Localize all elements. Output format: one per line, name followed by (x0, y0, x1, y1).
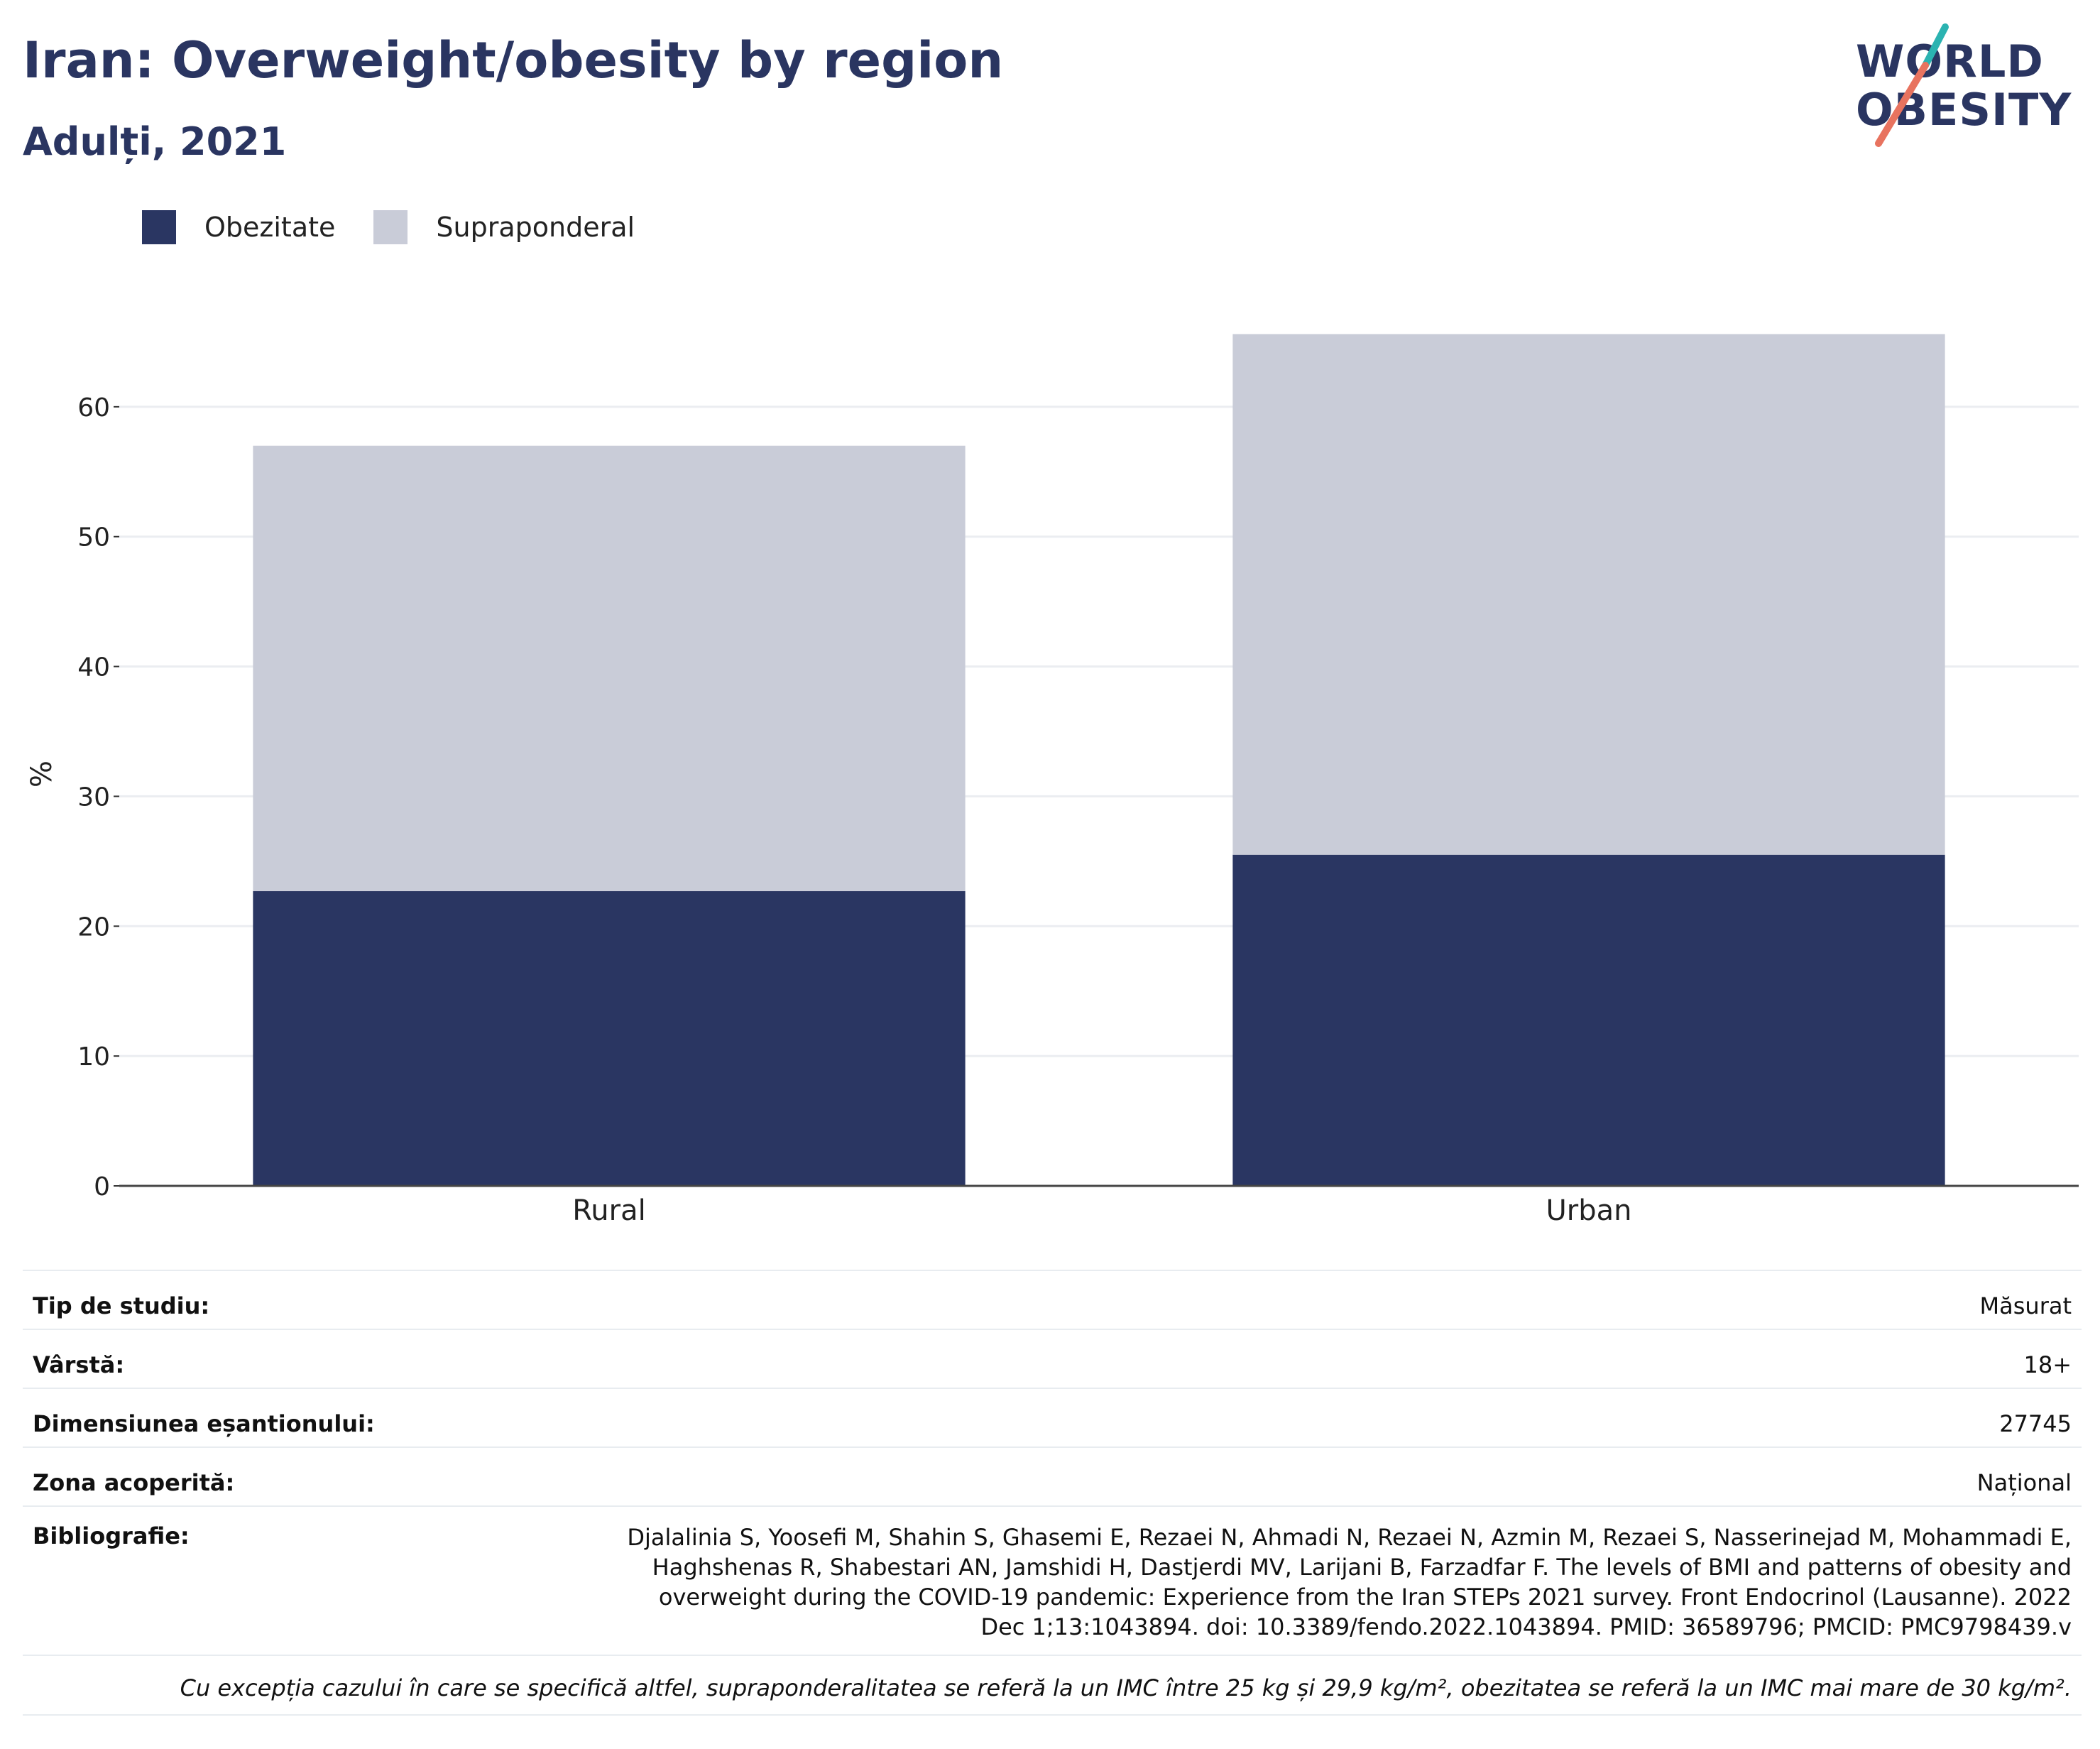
area-label: Zona acoperită: (33, 1469, 235, 1496)
area-value: Național (1976, 1469, 2072, 1496)
bar-rural-obesity[interactable] (253, 890, 966, 1186)
x-category-label: Urban (1546, 1194, 1632, 1227)
age-value: 18+ (2023, 1351, 2072, 1378)
study-type-value: Măsurat (1979, 1292, 2072, 1319)
legend: Obezitate Supraponderal (142, 210, 673, 244)
legend-label-overweight: Supraponderal (436, 212, 635, 243)
legend-swatch-obesity (142, 210, 176, 244)
study-type-label: Tip de studiu: (33, 1292, 210, 1319)
logo-slash-icon (1875, 23, 1949, 147)
bar-rural-overweight[interactable] (253, 445, 966, 891)
sample-size-label: Dimensiunea eșantionului: (33, 1410, 375, 1437)
info-row-area: Zona acoperită: Național (23, 1446, 2082, 1505)
info-row-study-type: Tip de studiu: Măsurat (23, 1270, 2082, 1329)
bibliography-label: Bibliografie: (33, 1522, 190, 1549)
chart-title: Iran: Overweight/obesity by region (23, 31, 1004, 89)
chart-plot-area: 0 10 20 30 40 50 60 Rural Urban% (26, 334, 2079, 1227)
x-category-label: Rural (572, 1194, 645, 1227)
y-tick-label: 30 (77, 783, 110, 812)
bar-urban-obesity[interactable] (1232, 854, 1945, 1186)
y-axis-title: % (26, 761, 58, 788)
y-tick-label: 0 (94, 1172, 110, 1202)
age-label: Vârstă: (33, 1351, 125, 1378)
legend-swatch-overweight (373, 210, 408, 244)
info-row-sample-size: Dimensiunea eșantionului: 27745 (23, 1388, 2082, 1446)
info-row-definition-note: Cu excepția cazului în care se specifică… (23, 1655, 2082, 1716)
y-tick-label: 50 (77, 523, 110, 552)
info-row-bibliography: Bibliografie: Djalalinia S, Yoosefi M, S… (23, 1505, 2082, 1655)
legend-item-obesity: Obezitate (142, 210, 335, 244)
definition-note: Cu excepția cazului în care se specifică… (180, 1674, 2072, 1701)
y-tick-label: 10 (77, 1042, 110, 1072)
chart-subtitle: Adulți, 2021 (23, 119, 287, 164)
legend-label-obesity: Obezitate (204, 212, 336, 243)
bibliography-value: Djalalinia S, Yoosefi M, Shahin S, Ghase… (627, 1524, 2072, 1640)
y-tick-label: 60 (77, 393, 110, 423)
info-row-age: Vârstă: 18+ (23, 1329, 2082, 1388)
legend-item-overweight: Supraponderal (373, 210, 635, 244)
sample-size-value: 27745 (1999, 1410, 2072, 1437)
study-info-table: Tip de studiu: Măsurat Vârstă: 18+ Dimen… (23, 1270, 2082, 1716)
logo-text-world: WORLD (1856, 36, 2044, 87)
world-obesity-logo: WORLD OBESITY (1846, 21, 2087, 149)
y-tick-label: 20 (77, 912, 110, 942)
y-tick-label: 40 (77, 653, 110, 682)
bar-urban-overweight[interactable] (1232, 334, 1945, 855)
